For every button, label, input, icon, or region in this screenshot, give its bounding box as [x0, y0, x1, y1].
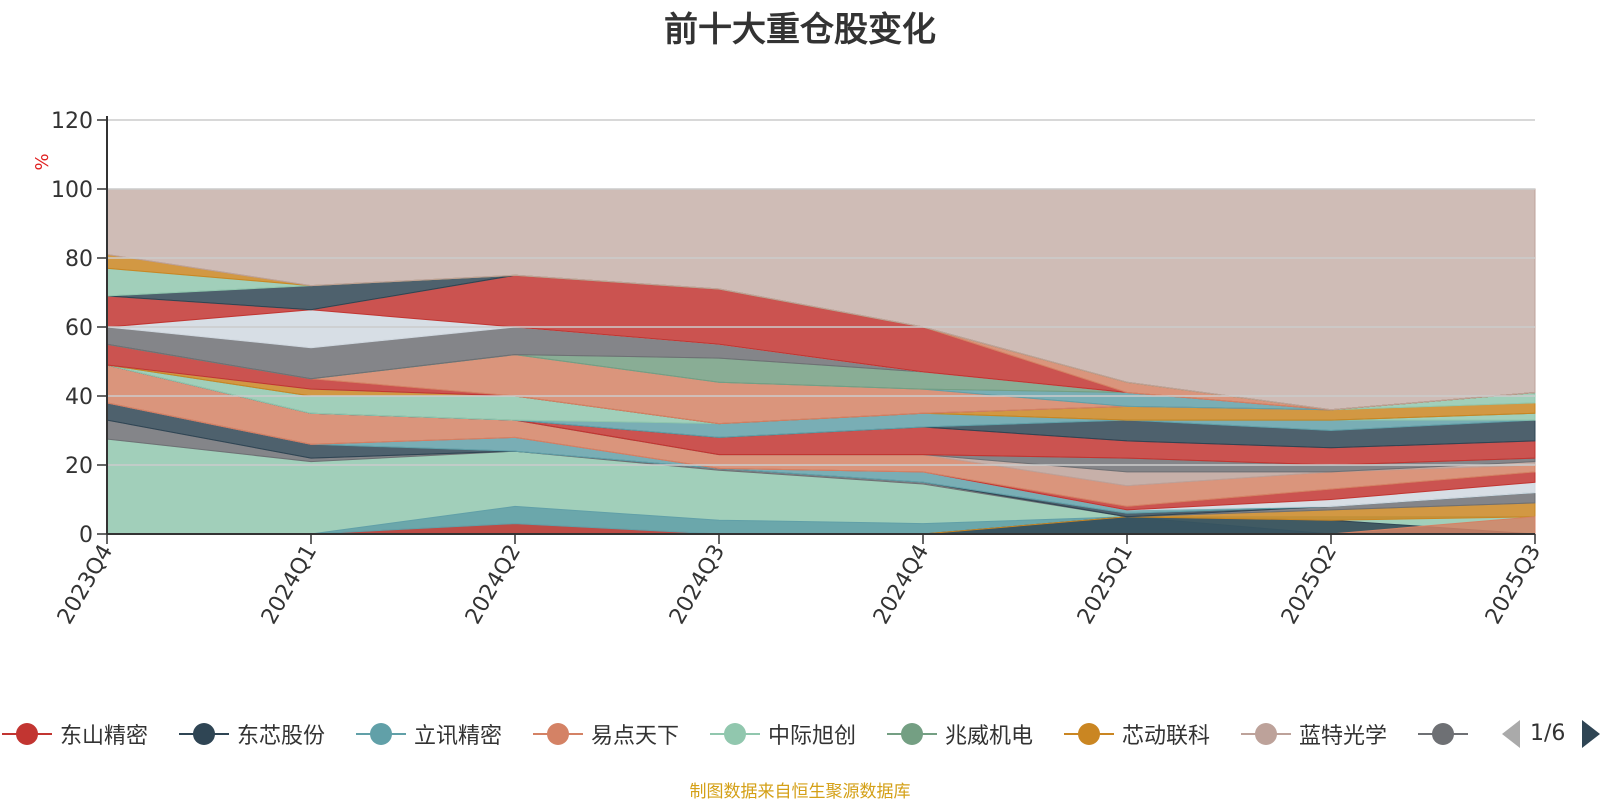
- x-tick-label: 2024Q4: [869, 541, 934, 629]
- y-tick-label: 20: [65, 454, 93, 479]
- legend-label: 中际旭创: [768, 724, 857, 749]
- x-tick-label: 2025Q1: [1073, 541, 1138, 629]
- x-tick-label: 2025Q2: [1277, 541, 1342, 629]
- legend-label: 东山精密: [60, 724, 149, 749]
- source-note: 制图数据来自恒生聚源数据库: [689, 782, 911, 802]
- legend-swatch-icon: [1064, 723, 1114, 745]
- legend-label: 兆威机电: [945, 724, 1034, 749]
- legend-swatch-icon: [887, 723, 937, 745]
- legend-item[interactable]: 蓝特光学: [1241, 714, 1387, 754]
- x-tick-label: 2024Q3: [665, 541, 730, 629]
- legend-swatch-icon: [710, 723, 760, 745]
- y-tick-label: 0: [79, 523, 93, 548]
- legend-item[interactable]: 东山精密: [2, 714, 148, 754]
- legend: 东山精密 东芯股份 立讯精密 易点天下 中际旭创 兆威机电 芯动联科 蓝特光学: [0, 714, 1480, 754]
- y-tick-label: 120: [51, 109, 93, 134]
- chart-title: 前十大重仓股变化: [664, 10, 936, 50]
- legend-label: 蓝特光学: [1299, 724, 1388, 749]
- legend-item[interactable]: [1418, 714, 1468, 754]
- x-tick-label: 2025Q3: [1481, 541, 1546, 629]
- legend-item[interactable]: 立讯精密: [356, 714, 502, 754]
- legend-swatch-icon: [179, 723, 229, 745]
- legend-item[interactable]: 中际旭创: [710, 714, 856, 754]
- legend-swatch-icon: [356, 723, 406, 745]
- legend-swatch-icon: [1418, 723, 1468, 745]
- grid-lines: [107, 119, 1535, 466]
- y-tick-label: 80: [65, 247, 93, 272]
- legend-label: 易点天下: [591, 724, 680, 749]
- legend-prev-page-icon[interactable]: [1500, 718, 1522, 750]
- legend-item[interactable]: 芯动联科: [1064, 714, 1210, 754]
- y-axis-label: %: [32, 153, 53, 170]
- y-tick-label: 100: [51, 178, 93, 203]
- x-tick-label: 2023Q4: [53, 541, 118, 629]
- legend-next-page-icon[interactable]: [1580, 718, 1600, 750]
- legend-label: 立讯精密: [414, 724, 503, 749]
- legend-swatch-icon: [2, 723, 52, 745]
- legend-label: 芯动联科: [1122, 724, 1211, 749]
- legend-page-indicator: 1/6: [1530, 721, 1566, 746]
- legend-item[interactable]: 易点天下: [533, 714, 679, 754]
- legend-item[interactable]: 东芯股份: [179, 714, 325, 754]
- area-bands: [106, 188, 1536, 535]
- x-tick-label: 2024Q2: [461, 541, 526, 629]
- y-tick-label: 40: [65, 385, 93, 410]
- x-tick-label: 2024Q1: [257, 541, 322, 629]
- legend-item[interactable]: 兆威机电: [887, 714, 1033, 754]
- legend-label: 东芯股份: [237, 724, 326, 749]
- y-tick-label: 60: [65, 316, 93, 341]
- legend-swatch-icon: [1241, 723, 1291, 745]
- legend-swatch-icon: [533, 723, 583, 745]
